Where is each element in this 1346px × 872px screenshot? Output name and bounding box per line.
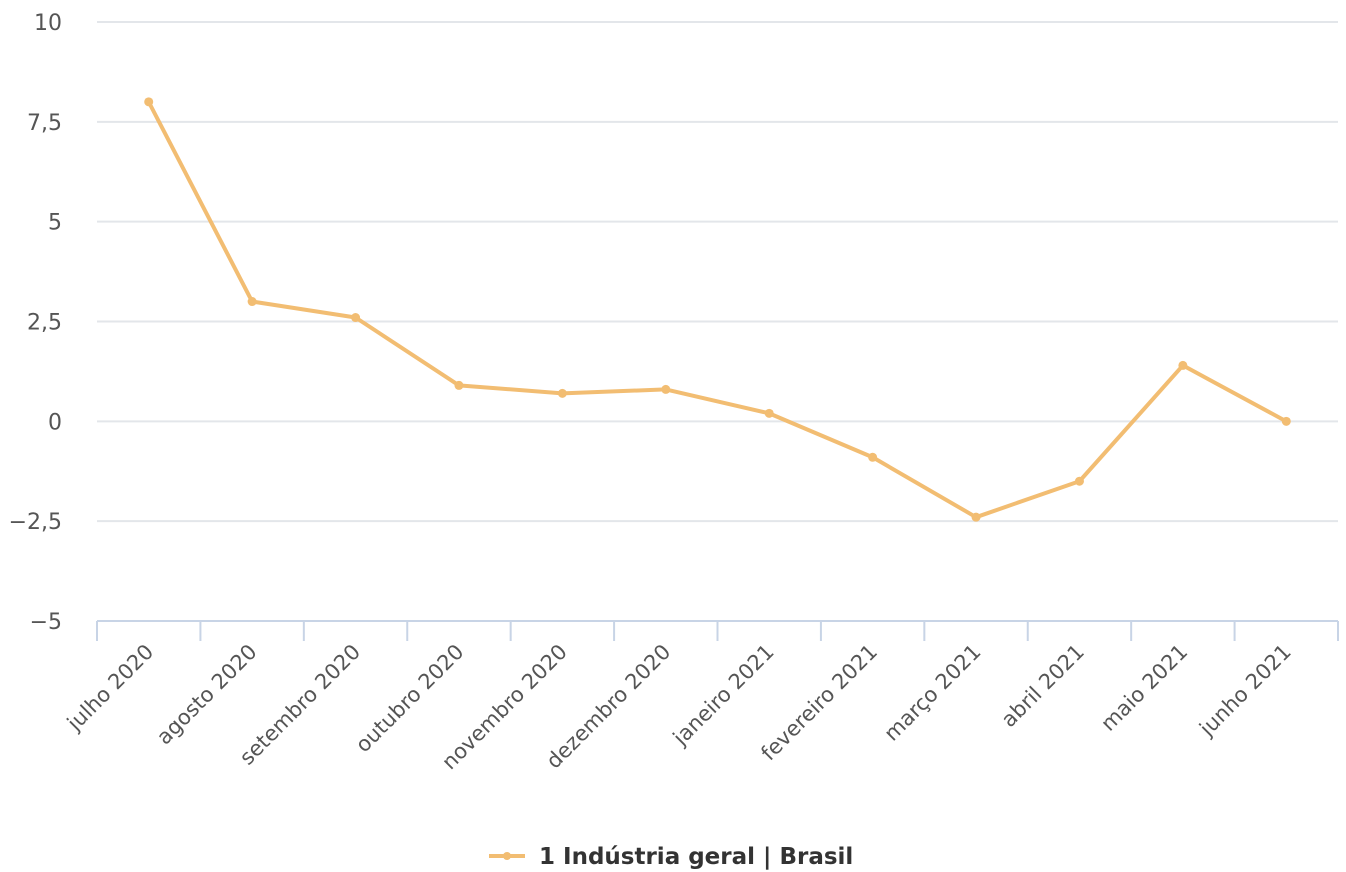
data-point[interactable] — [661, 384, 671, 394]
x-tick-label: outubro 2020 — [351, 640, 469, 758]
data-point[interactable] — [1074, 476, 1084, 486]
y-tick-label: −2,5 — [9, 510, 62, 535]
y-axis-tick-labels: 10 7,5 5 2,5 0 −2,5 −5 — [9, 11, 62, 635]
y-tick-label: 5 — [48, 211, 62, 236]
x-tick-label: março 2021 — [880, 640, 986, 746]
x-tick-label: julho 2020 — [62, 640, 158, 736]
data-point[interactable] — [1178, 360, 1188, 370]
data-point[interactable] — [1281, 416, 1291, 426]
gridlines — [97, 21, 1338, 523]
legend-swatch-marker — [503, 852, 511, 860]
data-point[interactable] — [764, 408, 774, 418]
x-tick-label: abril 2021 — [997, 640, 1089, 732]
series-line — [146, 99, 1289, 520]
y-tick-label: 10 — [34, 11, 62, 36]
y-tick-label: 0 — [48, 410, 62, 435]
series-layer — [144, 97, 1291, 522]
data-point[interactable] — [144, 97, 154, 107]
y-tick-label: 7,5 — [27, 111, 62, 136]
data-point[interactable] — [247, 297, 257, 307]
data-point[interactable] — [351, 313, 361, 323]
legend-label: 1 Indústria geral | Brasil — [539, 844, 853, 870]
data-point[interactable] — [868, 452, 878, 462]
y-tick-label: 2,5 — [27, 311, 62, 336]
y-tick-label: −5 — [30, 610, 62, 635]
x-tick-label: junho 2021 — [1194, 640, 1296, 742]
legend[interactable]: 1 Indústria geral | Brasil — [489, 844, 853, 870]
x-tick-label: agosto 2020 — [152, 640, 262, 750]
data-point[interactable] — [454, 380, 464, 390]
x-tick-label: maio 2021 — [1096, 640, 1192, 736]
data-point[interactable] — [971, 512, 981, 522]
x-tick-label: janeiro 2021 — [668, 640, 779, 751]
x-axis — [96, 620, 1339, 641]
data-point[interactable] — [557, 388, 567, 398]
